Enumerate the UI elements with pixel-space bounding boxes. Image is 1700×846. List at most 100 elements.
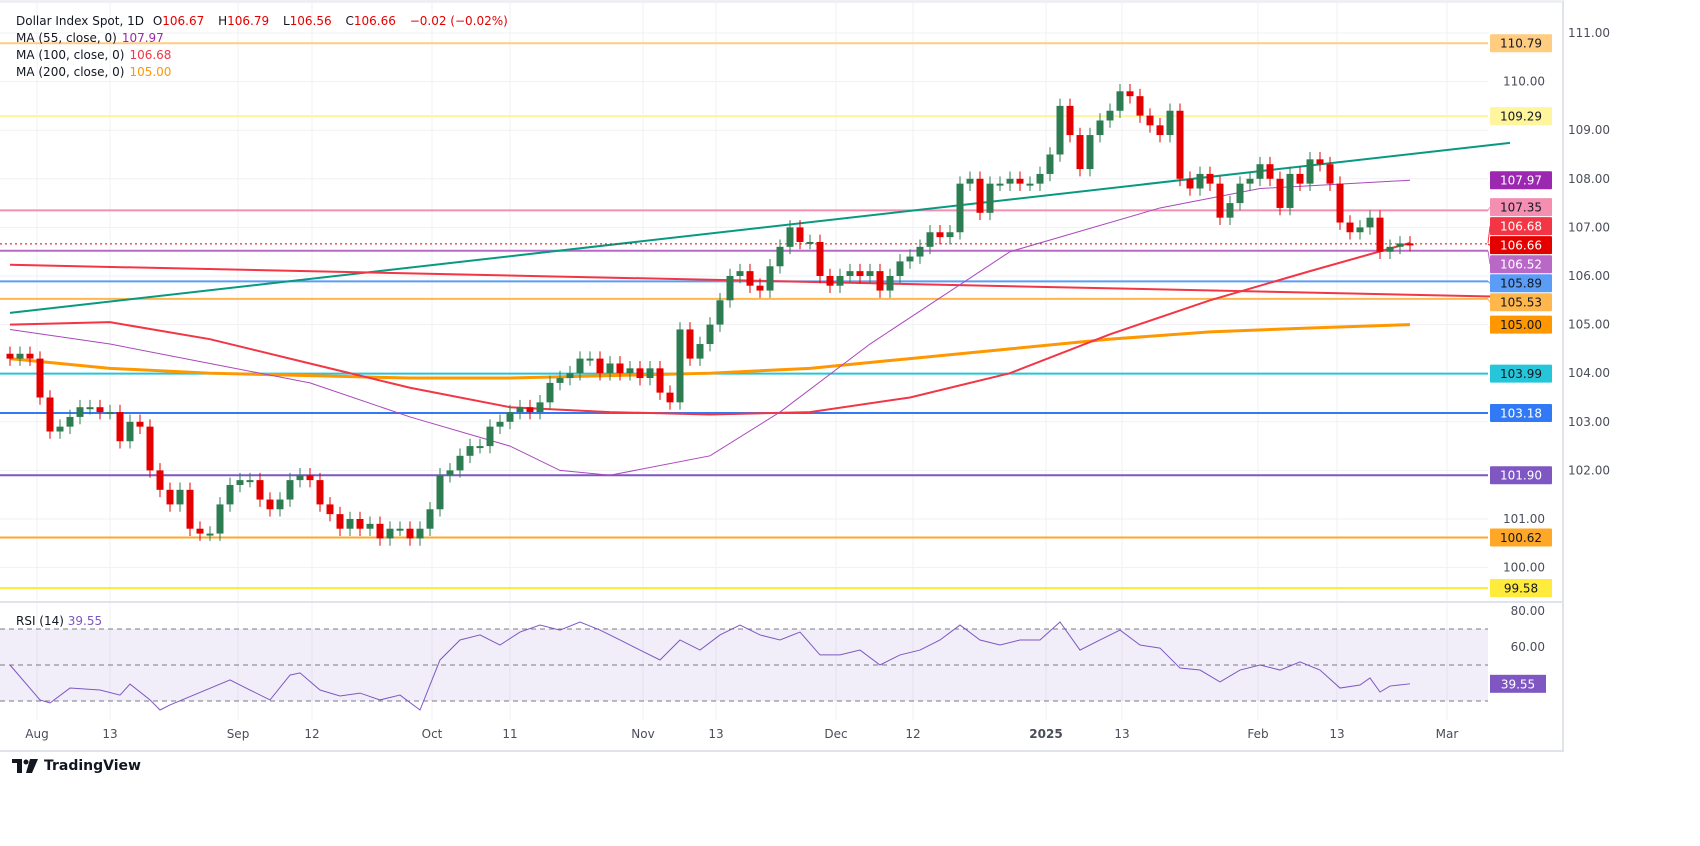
candle xyxy=(916,239,924,264)
candle xyxy=(356,511,364,536)
level-badge-label: 101.90 xyxy=(1500,469,1542,483)
candle xyxy=(396,521,404,536)
candle-body xyxy=(1226,203,1234,218)
candle-body xyxy=(396,528,404,531)
candle-body xyxy=(826,275,834,286)
price-tick-label: 103.00 xyxy=(1568,415,1610,429)
price-tick-label: 111.00 xyxy=(1568,26,1610,40)
symbol-title[interactable]: Dollar Index Spot, 1D xyxy=(16,14,144,28)
candle-body xyxy=(816,241,824,276)
x-tick-label: 12 xyxy=(304,727,319,741)
candle-body xyxy=(246,480,254,483)
candle xyxy=(346,511,354,536)
price-tick-label: 104.00 xyxy=(1568,366,1610,380)
candle-body xyxy=(946,232,954,238)
candle-body xyxy=(716,300,724,325)
level-badge xyxy=(1490,466,1552,485)
candle-body xyxy=(596,358,604,374)
candle xyxy=(746,263,754,293)
candle-body xyxy=(1256,164,1264,179)
candle-body xyxy=(116,412,124,442)
level-badge-label: 103.18 xyxy=(1500,407,1542,421)
level-badge-label: 103.99 xyxy=(1500,367,1542,381)
candle-body xyxy=(746,271,754,286)
x-tick-label: Aug xyxy=(25,727,48,741)
price-badge-label: 106.66 xyxy=(1500,239,1542,253)
candle-body xyxy=(266,499,274,510)
level-badge xyxy=(1490,293,1552,312)
x-tick-label: Nov xyxy=(631,727,654,741)
price-badge-label: 107.97 xyxy=(1500,174,1542,188)
candle-body xyxy=(1016,178,1024,184)
tradingview-logo[interactable]: TradingView xyxy=(12,758,141,774)
candle xyxy=(266,492,274,517)
candle-body xyxy=(466,446,474,456)
candle-body xyxy=(296,475,304,481)
chart-frame xyxy=(0,0,1564,752)
change-value: −0.02 (−0.02%) xyxy=(409,14,508,28)
candle xyxy=(1166,103,1174,143)
candle xyxy=(236,472,244,493)
candle xyxy=(206,526,214,541)
candle xyxy=(1156,118,1164,143)
candle-body xyxy=(966,178,974,184)
candle-body xyxy=(1316,159,1324,165)
candle-body xyxy=(1366,217,1374,228)
candle xyxy=(136,414,144,434)
candle-body xyxy=(756,285,764,291)
candle xyxy=(186,482,194,536)
candle xyxy=(36,351,44,405)
rsi-legend[interactable]: RSI (14) 39.55 xyxy=(16,614,102,628)
candle xyxy=(1226,195,1234,225)
candle-body xyxy=(1356,227,1364,233)
x-tick-label: 13 xyxy=(1114,727,1129,741)
candle xyxy=(1326,156,1334,191)
candle xyxy=(126,414,134,449)
candle xyxy=(966,171,974,191)
candle xyxy=(1196,166,1204,196)
candle-body xyxy=(1006,178,1014,184)
candle xyxy=(796,220,804,250)
price-badge xyxy=(1490,315,1552,334)
ma200-line xyxy=(9,323,1411,380)
candle xyxy=(1256,156,1264,187)
candle xyxy=(1346,215,1354,240)
candle-body xyxy=(506,412,514,422)
candle-body xyxy=(176,489,184,505)
high-value: 106.79 xyxy=(227,14,270,28)
candle-body xyxy=(1116,91,1124,111)
candle xyxy=(1116,84,1124,119)
candle xyxy=(1266,156,1274,187)
candle-body xyxy=(146,426,154,471)
candle xyxy=(1076,127,1084,177)
candle xyxy=(196,521,204,541)
candle-body xyxy=(1336,183,1344,223)
open-value: 106.67 xyxy=(162,14,205,28)
candle xyxy=(46,390,54,439)
ma100-legend[interactable]: MA (100, close, 0) 106.68 xyxy=(16,48,176,62)
candle-body xyxy=(136,421,144,427)
candle xyxy=(1056,98,1064,162)
ma55-legend[interactable]: MA (55, close, 0) 107.97 xyxy=(16,31,169,45)
candle-body xyxy=(866,271,874,276)
candle xyxy=(466,438,474,464)
candle xyxy=(1306,152,1314,191)
candle-body xyxy=(106,412,114,415)
candle xyxy=(1086,127,1094,177)
x-tick-label: 13 xyxy=(102,727,117,741)
candle xyxy=(656,361,664,400)
candle xyxy=(486,419,494,454)
candle xyxy=(956,176,964,240)
candle-body xyxy=(336,514,344,529)
rsi-value-badge-label: 39.55 xyxy=(1501,677,1535,691)
candle-body xyxy=(436,475,444,510)
candle-body xyxy=(1106,110,1114,121)
candle xyxy=(866,263,874,284)
candle-body xyxy=(1066,105,1074,136)
candle xyxy=(366,516,374,536)
candle xyxy=(1136,88,1144,123)
candle-body xyxy=(836,275,844,286)
ma200-legend[interactable]: MA (200, close, 0) 105.00 xyxy=(16,65,176,79)
x-tick-label: Sep xyxy=(227,727,250,741)
